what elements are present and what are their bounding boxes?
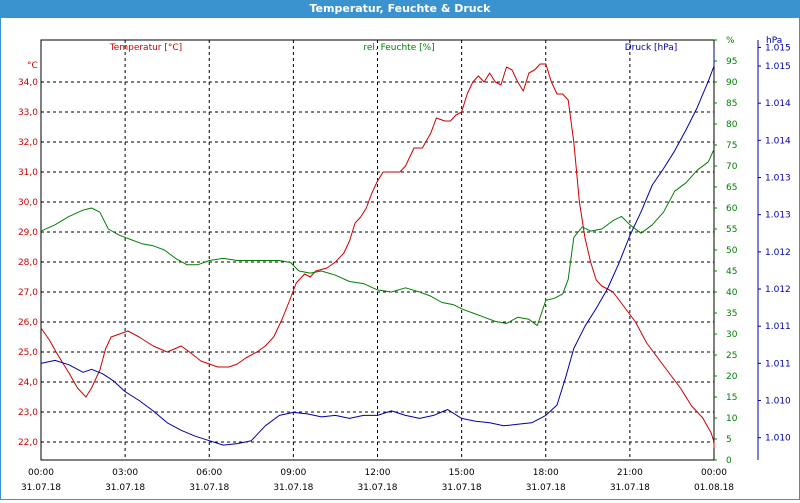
humidity-tick-label: 5 <box>726 435 732 445</box>
x-tick-time: 18:00 <box>533 468 559 478</box>
humidity-tick-label: 0 <box>726 456 732 466</box>
pressure-tick-label: 1.013 <box>765 174 791 184</box>
humidity-axis-title: rel. Feuchte [%] <box>363 43 434 53</box>
humidity-tick-label: 80 <box>726 120 738 130</box>
pressure-tick-label: 1.014 <box>765 99 791 109</box>
x-tick-time: 03:00 <box>112 468 138 478</box>
x-tick-date: 31.07.18 <box>189 483 229 493</box>
temperature-tick-label: 26,0 <box>18 318 38 328</box>
x-tick-date: 31.07.18 <box>442 483 482 493</box>
grid-lines <box>40 39 715 461</box>
humidity-tick-label: 35 <box>726 309 737 319</box>
humidity-tick-label: 60 <box>726 204 738 214</box>
chart-panel: 00:00 31.07.18 03:00 31.07.18 06:00 31.07.18 0… <box>0 18 800 500</box>
x-tick-date: 31.07.18 <box>105 483 145 493</box>
humidity-tick-label: 20 <box>726 372 738 382</box>
humidity-tick-label: 15 <box>726 393 737 403</box>
humidity-tick-label: 70 <box>726 162 738 172</box>
temperature-tick-label: 33,0 <box>18 108 38 118</box>
pressure-tick-label: 1.011 <box>765 359 791 369</box>
humidity-tick-label: 10 <box>726 414 738 424</box>
temperature-tick-label: 23,0 <box>18 408 38 418</box>
temperature-tick-label: 29,0 <box>18 228 38 238</box>
pressure-tick-label: 1.012 <box>765 285 791 295</box>
x-tick-date: 31.07.18 <box>273 483 313 493</box>
humidity-tick-label: 85 <box>726 99 737 109</box>
pressure-series-line <box>40 48 715 446</box>
x-tick-time: 09:00 <box>280 468 306 478</box>
pressure-tick-label: 1.014 <box>765 136 791 146</box>
humidity-tick-label: 45 <box>726 267 737 277</box>
pressure-tick-label: 1.015 <box>765 43 791 53</box>
humidity-tick-label: 75 <box>726 141 737 151</box>
pressure-unit-label: hPa <box>766 36 782 46</box>
pressure-tick-label: 1.013 <box>765 211 791 221</box>
temperature-tick-label: 27,0 <box>18 288 38 298</box>
x-tick-date: 31.07.18 <box>21 483 61 493</box>
x-tick-date: 31.07.18 <box>526 483 566 493</box>
humidity-tick-label: 90 <box>726 78 738 88</box>
humidity-series-line <box>40 148 715 327</box>
temperature-axis-title: Temperatur [°C] <box>109 43 182 53</box>
chart-svg: 00:00 31.07.18 03:00 31.07.18 06:00 31.07.18 0… <box>18 36 791 493</box>
pressure-axis-title: Druck [hPa] <box>625 43 678 53</box>
humidity-tick-label: % <box>726 36 735 46</box>
x-tick-time: 15:00 <box>449 468 475 478</box>
x-tick-time: 00:00 <box>701 468 727 478</box>
pressure-tick-label: 1.012 <box>765 248 791 258</box>
axes-group: 00:00 31.07.18 03:00 31.07.18 06:00 31.07.18 0… <box>18 36 791 493</box>
x-tick-time: 00:00 <box>28 468 54 478</box>
x-tick-date: 01.08.18 <box>694 483 734 493</box>
x-tick-time: 06:00 <box>196 468 222 478</box>
pressure-tick-label: 1.010 <box>765 397 791 407</box>
pressure-tick-label: 1.010 <box>765 434 791 444</box>
humidity-tick-label: 40 <box>726 288 738 298</box>
humidity-tick-label: 65 <box>726 183 737 193</box>
humidity-tick-label: 50 <box>726 246 738 256</box>
window-title: Temperatur, Feuchte & Druck <box>0 0 800 18</box>
humidity-tick-label: 30 <box>726 330 738 340</box>
pressure-tick-label: 1.015 <box>765 62 791 72</box>
temperature-tick-label: 22,0 <box>18 438 38 448</box>
temperature-tick-label: 28,0 <box>18 258 38 268</box>
temperature-tick-label: 34,0 <box>18 78 38 88</box>
humidity-tick-label: 25 <box>726 351 737 361</box>
temperature-tick-label: 24,0 <box>18 378 38 388</box>
temperature-tick-label: 25,0 <box>18 348 38 358</box>
x-tick-time: 12:00 <box>365 468 391 478</box>
humidity-tick-label: 55 <box>726 225 737 235</box>
temperature-series-line <box>40 63 715 448</box>
humidity-tick-label: 95 <box>726 57 737 67</box>
temperature-tick-label: 31,0 <box>18 168 38 178</box>
temperature-tick-label: 30,0 <box>18 198 38 208</box>
series-group <box>40 48 715 448</box>
pressure-tick-label: 1.011 <box>765 322 791 332</box>
temperature-tick-label: 32,0 <box>18 138 38 148</box>
x-tick-time: 21:00 <box>617 468 643 478</box>
x-tick-date: 31.07.18 <box>610 483 650 493</box>
temperature-unit-label: °C <box>27 61 38 71</box>
x-tick-date: 31.07.18 <box>357 483 397 493</box>
